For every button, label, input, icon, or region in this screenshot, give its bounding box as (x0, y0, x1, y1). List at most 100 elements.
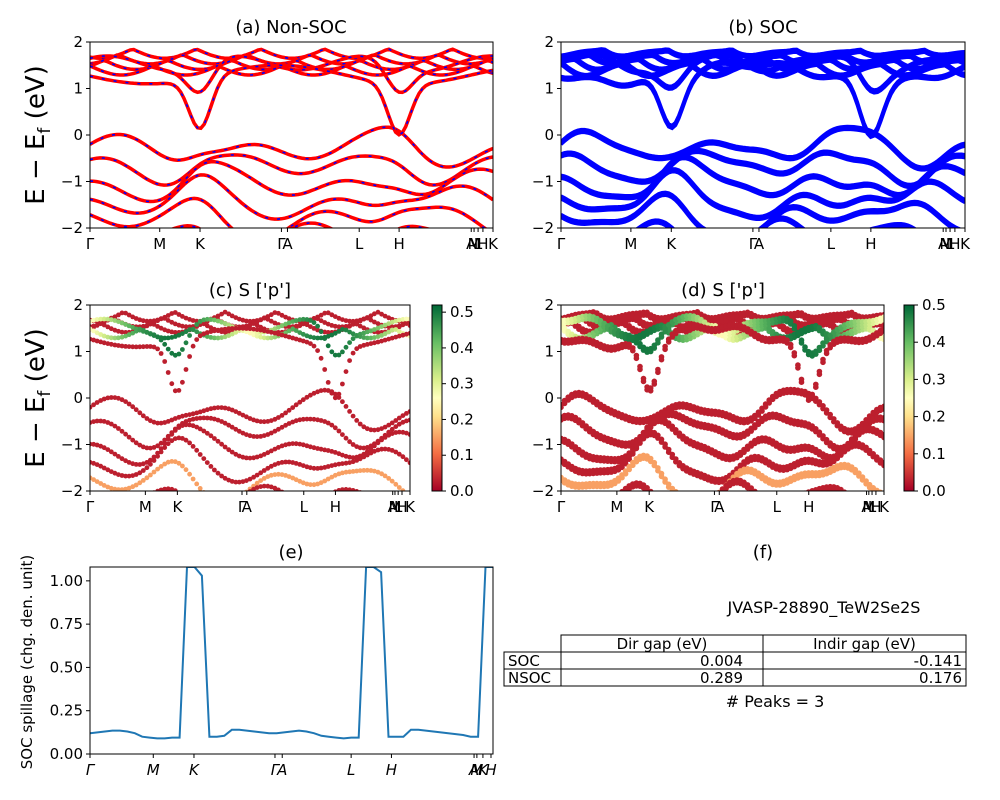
band-point (695, 495, 701, 501)
band-point (347, 323, 352, 329)
band-point (343, 487, 349, 491)
band-point (375, 325, 381, 331)
band-point (788, 498, 794, 504)
panel-c-xtick-label: A (388, 498, 399, 516)
panel-b-ytick-label: −2 (532, 219, 554, 237)
band-point (372, 468, 377, 474)
band-point (626, 453, 632, 460)
band-point (290, 441, 296, 446)
band-point (332, 450, 338, 455)
band-point (108, 421, 114, 427)
band-point (823, 407, 830, 413)
band-point (845, 493, 851, 499)
band-point (319, 499, 324, 504)
panel-a-xtick-label: A (282, 235, 293, 253)
band-point (194, 416, 200, 421)
band-point (123, 330, 128, 335)
band-point (204, 415, 210, 421)
band-point (162, 341, 168, 347)
band-line (561, 127, 965, 172)
band-point (784, 337, 790, 344)
band-point (293, 328, 299, 333)
band-point (194, 337, 200, 342)
panel-a-xtick-label: Γ (277, 235, 286, 253)
panel-d-xtick-label: M (862, 498, 875, 516)
band-point (838, 449, 844, 456)
band-point (293, 336, 299, 342)
band-point (308, 318, 313, 323)
band-point (204, 316, 210, 322)
band-point (230, 505, 235, 510)
panel-a-ytick-label: 2 (73, 33, 83, 51)
band-point (187, 440, 193, 446)
band-point (368, 335, 374, 341)
band-point (130, 404, 136, 410)
colorbar-tick-label: 0.3 (450, 375, 474, 393)
band-point (350, 455, 356, 460)
band-point (180, 423, 185, 428)
band-point (350, 488, 356, 491)
band-point (389, 335, 395, 341)
band-point (372, 443, 377, 449)
band-point (561, 325, 568, 332)
panel-e: (e) SOC spillage (chg. den. unit) 1.00 0.… (18, 542, 497, 779)
band-point (230, 499, 235, 504)
band-point (194, 322, 200, 327)
band-point (669, 451, 676, 458)
band-point (187, 327, 193, 333)
band-point (176, 425, 182, 430)
band-point (396, 429, 402, 435)
band-point (187, 471, 193, 477)
band-point (766, 498, 772, 504)
band-point (598, 502, 604, 508)
band-point (158, 351, 164, 356)
band-point (376, 499, 381, 504)
band-point (300, 397, 306, 403)
colorbar-tick-label: 0.2 (450, 410, 474, 428)
band-point (223, 501, 228, 506)
band-point (308, 334, 313, 340)
band-point (194, 329, 200, 335)
band-point (190, 423, 196, 429)
band-point (573, 501, 579, 507)
band-point (109, 507, 114, 512)
band-point (261, 468, 267, 473)
band-point (755, 409, 762, 416)
band-point (393, 430, 399, 435)
band-point (343, 344, 349, 350)
band-point (183, 329, 189, 335)
band-point (123, 399, 128, 404)
panel-b-xtick-label: A (938, 235, 949, 253)
band-point (268, 312, 274, 318)
band-point (226, 326, 232, 332)
band-point (222, 326, 228, 332)
band-point (180, 379, 185, 385)
band-point (276, 324, 281, 330)
band-point (286, 324, 292, 330)
band-point (158, 420, 164, 426)
band-point (325, 310, 331, 316)
band-point (347, 318, 352, 324)
band-point (102, 506, 107, 511)
band-point (222, 309, 228, 315)
band-point (382, 322, 388, 328)
band-point (140, 468, 146, 473)
band-point (364, 449, 370, 455)
band-point (315, 348, 320, 353)
band-point (655, 500, 661, 506)
band-point (798, 376, 805, 383)
panel-b-xtick-label: K (960, 235, 971, 253)
band-point (375, 339, 381, 345)
band-point (580, 504, 586, 510)
colorbar-tick-label: 0.3 (922, 370, 946, 388)
band-point (247, 322, 253, 328)
band-point (382, 473, 388, 479)
band-point (183, 467, 189, 473)
band-point (158, 316, 164, 322)
panel-d-xtick-label: M (610, 498, 623, 516)
band-point (332, 425, 338, 431)
panel-a-xtick-label: K (488, 235, 499, 253)
band-point (212, 317, 217, 323)
band-point (190, 318, 196, 323)
band-point (144, 323, 150, 329)
